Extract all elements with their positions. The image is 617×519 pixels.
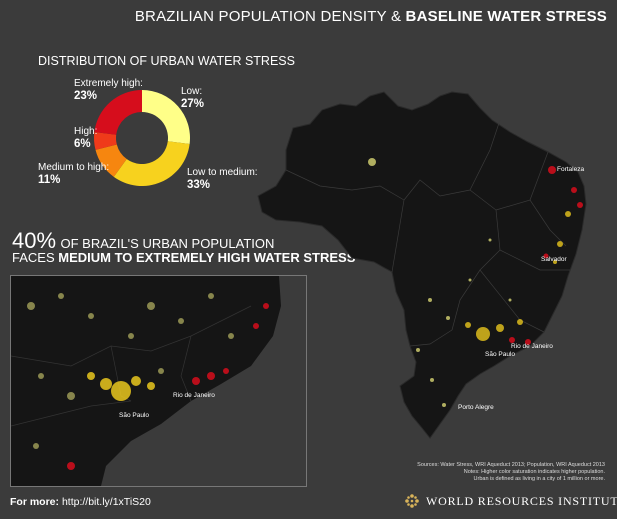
sources-line1: Sources: Water Stress, WRI Aqueduct 2013… — [417, 462, 605, 468]
label-low-medium: Low to medium: 33% — [187, 167, 258, 191]
urban-low-stress — [368, 158, 512, 407]
label-low-medium-name: Low to medium: — [187, 167, 258, 178]
for-more: For more: http://bit.ly/1xTiS20 — [10, 496, 151, 508]
label-extremely-high-value: 23% — [74, 90, 98, 102]
main-title: BRAZILIAN POPULATION DENSITY & BASELINE … — [135, 8, 607, 25]
inset-city-sao-paulo: São Paulo — [119, 412, 149, 419]
urban-medium-stress — [465, 211, 571, 341]
label-low-value: 27% — [181, 98, 205, 110]
wri-logo: WORLD RESOURCES INSTITUTE — [404, 493, 617, 509]
label-low-name: Low: — [181, 86, 203, 97]
label-extremely-high: Extremely high: 23% — [74, 78, 143, 102]
inset-map: Rio de Janeiro São Paulo — [10, 275, 307, 487]
headline-line1: 40% OF BRAZIL'S URBAN POPULATION — [12, 228, 274, 254]
label-extremely-high-name: Extremely high: — [74, 78, 143, 89]
donut-slice-low — [142, 90, 191, 145]
wri-name: WORLD RESOURCES INSTITUTE — [426, 493, 617, 508]
city-sao-paulo: São Paulo — [485, 351, 515, 358]
wri-logo-icon — [405, 494, 419, 508]
city-porto-alegre: Porto Alegre — [458, 404, 494, 411]
distribution-heading: DISTRIBUTION OF URBAN WATER STRESS — [38, 54, 295, 68]
headline-percent: 40% — [12, 228, 57, 253]
headline-line2: FACES MEDIUM TO EXTREMELY HIGH WATER STR… — [12, 250, 355, 265]
label-medium-high-value: 11% — [38, 174, 61, 186]
inset-urban-low — [27, 293, 234, 449]
sources-line3: Urban is defined as living in a city of … — [473, 476, 605, 482]
inset-urban-high — [67, 303, 269, 470]
inset-ocean — [101, 276, 306, 486]
title-part2: BASELINE WATER STRESS — [405, 8, 607, 25]
label-high: High: 6% — [74, 126, 97, 150]
donut-slice-medium-high — [95, 144, 127, 177]
inset-map-graphic — [11, 276, 306, 486]
sources-notes: Sources: Water Stress, WRI Aqueduct 2013… — [417, 462, 605, 483]
label-high-name: High: — [74, 126, 98, 137]
headline-text2a: FACES — [12, 250, 55, 265]
label-low: Low: 27% — [181, 86, 204, 110]
city-salvador: Salvador — [541, 256, 567, 263]
donut-slice-low-medium — [113, 141, 190, 186]
urban-high-stress — [509, 166, 583, 345]
sources-line2: Notes: Higher color saturation indicates… — [463, 469, 605, 475]
label-low-medium-value: 33% — [187, 179, 211, 191]
headline-text2b: MEDIUM TO EXTREMELY HIGH WATER STRESS — [58, 250, 356, 265]
label-medium-high: Medium to high: 11% — [38, 162, 109, 186]
label-high-value: 6% — [74, 138, 91, 150]
inset-city-rio: Rio de Janeiro — [173, 392, 215, 399]
city-fortaleza: Fortaleza — [557, 166, 585, 173]
donut-slice-extremely-high — [94, 90, 142, 135]
donut-slice-high — [94, 131, 117, 150]
brazil-outline — [257, 91, 587, 439]
title-part1: BRAZILIAN POPULATION DENSITY & — [134, 8, 402, 25]
label-medium-high-name: Medium to high: — [38, 162, 110, 173]
city-rio: Rio de Janeiro — [511, 343, 553, 350]
for-more-label: For more: — [10, 496, 60, 508]
headline-text1: OF BRAZIL'S URBAN POPULATION — [60, 236, 275, 251]
inset-urban-medium — [87, 372, 155, 401]
for-more-link[interactable]: http://bit.ly/1xTiS20 — [61, 496, 151, 508]
